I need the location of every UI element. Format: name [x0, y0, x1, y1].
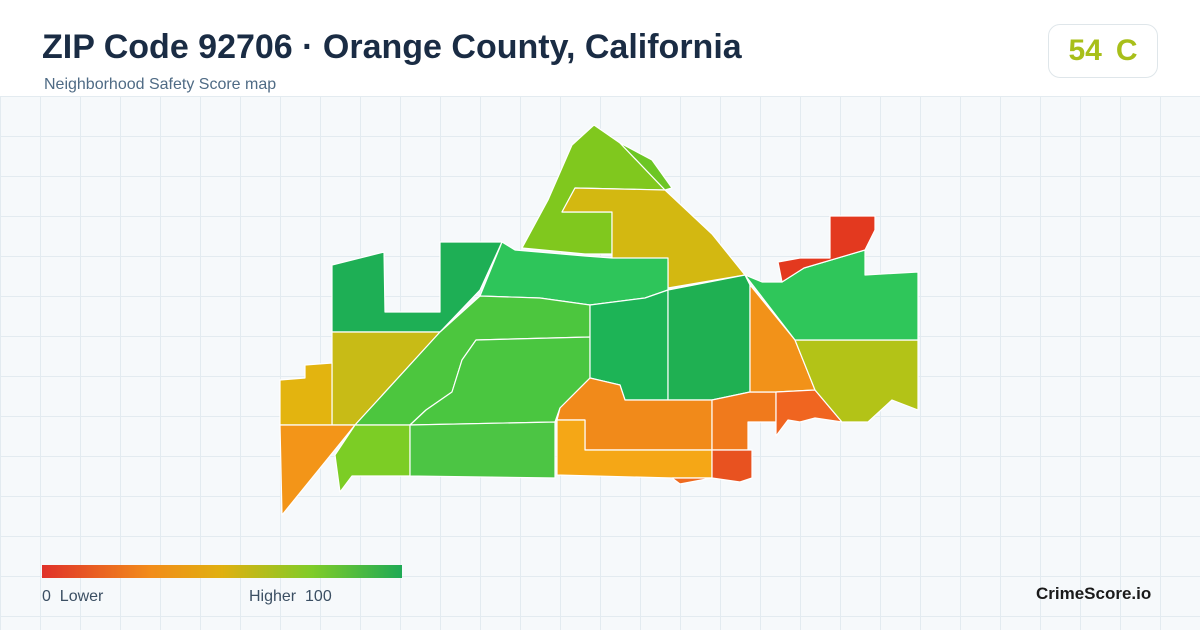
neighborhood-region[interactable] [794, 339, 919, 423]
neighborhood-region[interactable] [619, 142, 673, 191]
page-title: ZIP Code 92706 · Orange County, Californ… [42, 28, 742, 66]
neighborhood-region[interactable] [409, 421, 556, 479]
legend-low: 0 Lower [42, 588, 103, 606]
neighborhood-region[interactable] [667, 274, 751, 401]
neighborhood-region[interactable] [777, 215, 876, 283]
legend-high-value: 100 [305, 588, 332, 605]
page-subtitle: Neighborhood Safety Score map [44, 76, 277, 93]
legend-low-value: 0 [42, 588, 51, 605]
score-grade: C [1115, 34, 1138, 67]
neighborhood-region[interactable] [744, 249, 919, 341]
neighborhood-region[interactable] [671, 477, 713, 485]
legend-gradient-bar [42, 565, 402, 578]
legend-high-label: Higher [249, 588, 297, 605]
legend-low-label: Lower [59, 588, 104, 605]
neighborhood-region[interactable] [279, 424, 356, 516]
brand-logo[interactable]: CrimeScore.io [1036, 584, 1152, 603]
neighborhood-region[interactable] [711, 449, 753, 483]
score-value: 54 [1068, 34, 1102, 67]
neighborhood-region[interactable] [279, 362, 333, 426]
neighborhood-region[interactable] [711, 391, 777, 451]
score-badge: 54 C [1048, 24, 1158, 78]
legend-high: Higher 100 [249, 588, 332, 606]
header: ZIP Code 92706 · Orange County, Californ… [0, 0, 1200, 97]
